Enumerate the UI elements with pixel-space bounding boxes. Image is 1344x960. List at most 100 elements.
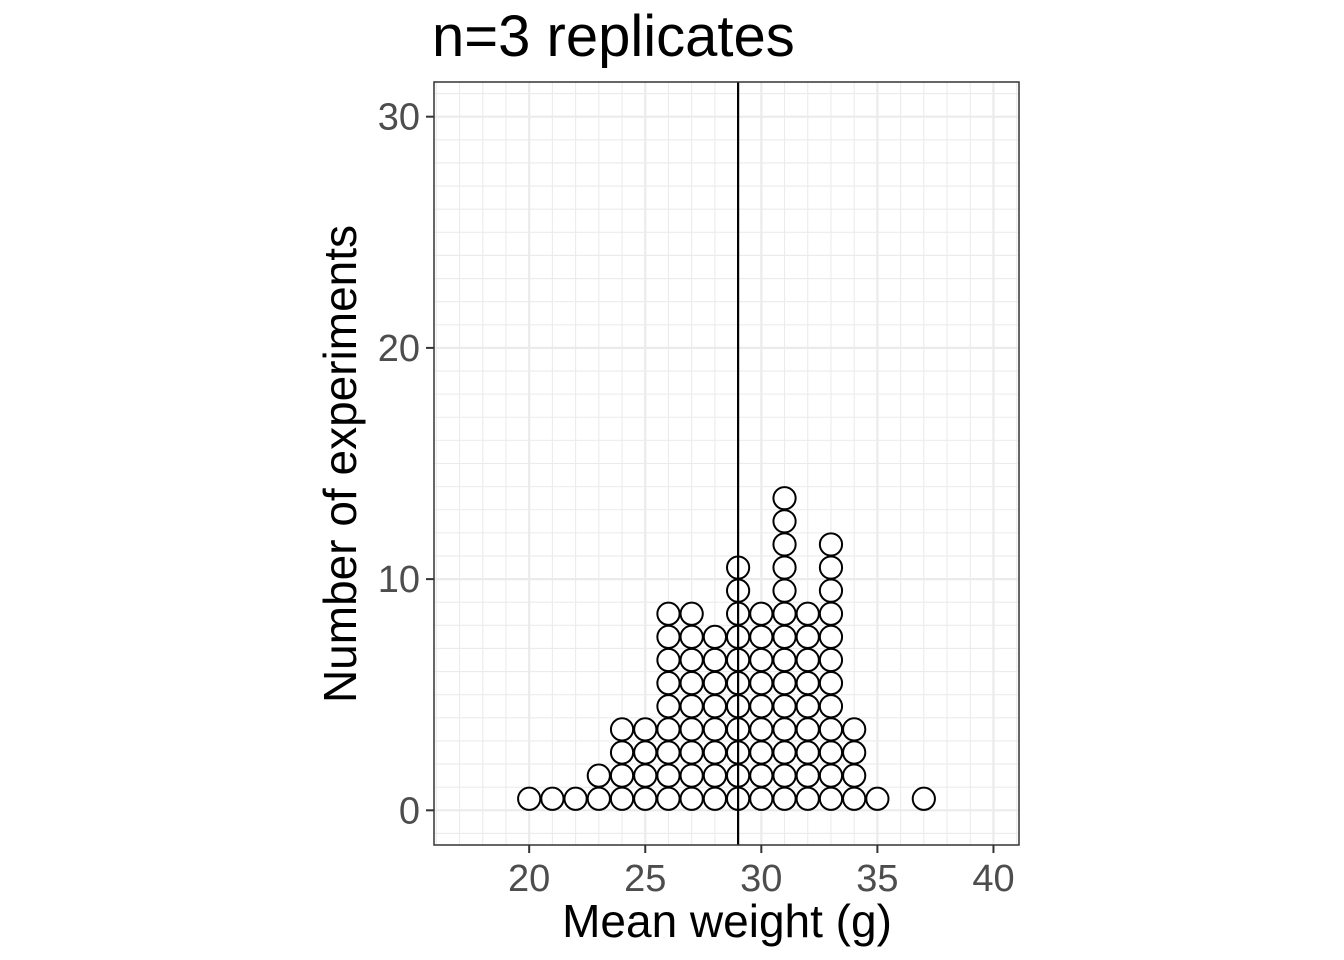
dot [749,740,774,765]
dot [609,763,635,788]
panel-border [433,81,1020,846]
dot [911,786,936,811]
dot [749,694,774,719]
dot [772,694,797,719]
dot [818,624,844,650]
dot [656,694,681,719]
dot [679,740,704,765]
dot [609,786,635,811]
dot [772,555,797,580]
dot [772,717,797,742]
y-axis: 0 10 20 30 [378,97,434,832]
x-tick-label: 35 [856,858,898,900]
dot [517,786,542,811]
dot [795,624,820,650]
dot [772,578,797,603]
dot [772,671,797,696]
dot [818,786,844,811]
dot [679,601,704,626]
dot [749,624,774,650]
dot [586,786,611,811]
x-tick-label: 25 [624,858,666,900]
dot [842,786,867,811]
dot [656,717,681,742]
y-tick-label: 10 [378,559,420,601]
dot [679,763,704,788]
dot [795,694,820,719]
dot [749,647,774,673]
dot [795,740,820,765]
dot [795,601,820,626]
dot [772,763,797,788]
dot [679,717,704,742]
dot [609,740,635,765]
dot [702,694,728,719]
x-tick-label: 30 [740,858,782,900]
y-axis-title: Number of experiments [314,224,366,704]
dot [609,717,635,742]
dot [679,671,704,696]
grid-major [434,82,1019,845]
dot [679,786,704,811]
dot [772,786,797,811]
dot [772,624,797,650]
dot [702,763,728,788]
dot [772,486,797,511]
dot [842,717,867,742]
dot [702,786,728,811]
dot [633,740,658,765]
chart-title: n=3 replicates [432,4,795,69]
dot [633,763,658,788]
dot [818,601,844,626]
dot [818,647,844,673]
y-tick-label: 30 [378,97,420,139]
dot [865,786,890,811]
dot [842,740,867,765]
dot [656,671,681,696]
x-tick-label: 20 [508,858,550,900]
dot [656,601,681,626]
dot [679,624,704,650]
dot [772,509,797,534]
dot [818,555,844,580]
dot [633,717,658,742]
dot [656,647,681,673]
dot [772,532,797,557]
y-tick-label: 0 [399,790,420,832]
dot [749,601,774,626]
x-tick-label: 40 [972,858,1014,900]
x-axis: 20 25 30 35 40 [508,845,1015,900]
dot [656,740,681,765]
dot [818,532,844,557]
dots [517,486,936,811]
dot [818,717,844,742]
dot [563,786,588,811]
dot [540,786,565,811]
dot [702,671,728,696]
dot [749,717,774,742]
dot [795,717,820,742]
dot [749,671,774,696]
dot [772,740,797,765]
dot [818,740,844,765]
dot [795,671,820,696]
dot [795,763,820,788]
dot [749,786,774,811]
y-tick-label: 20 [378,328,420,370]
dot [818,578,844,603]
dot [749,763,774,788]
dot [656,763,681,788]
dot [818,671,844,696]
dot [702,717,728,742]
dot [586,763,611,788]
dot [772,601,797,626]
dot [842,763,867,788]
dot [679,694,704,719]
dot [656,624,681,650]
dot [702,624,728,650]
dot [656,786,681,811]
dot [679,647,704,673]
dot [795,647,820,673]
x-axis-title: Mean weight (g) [562,895,892,947]
